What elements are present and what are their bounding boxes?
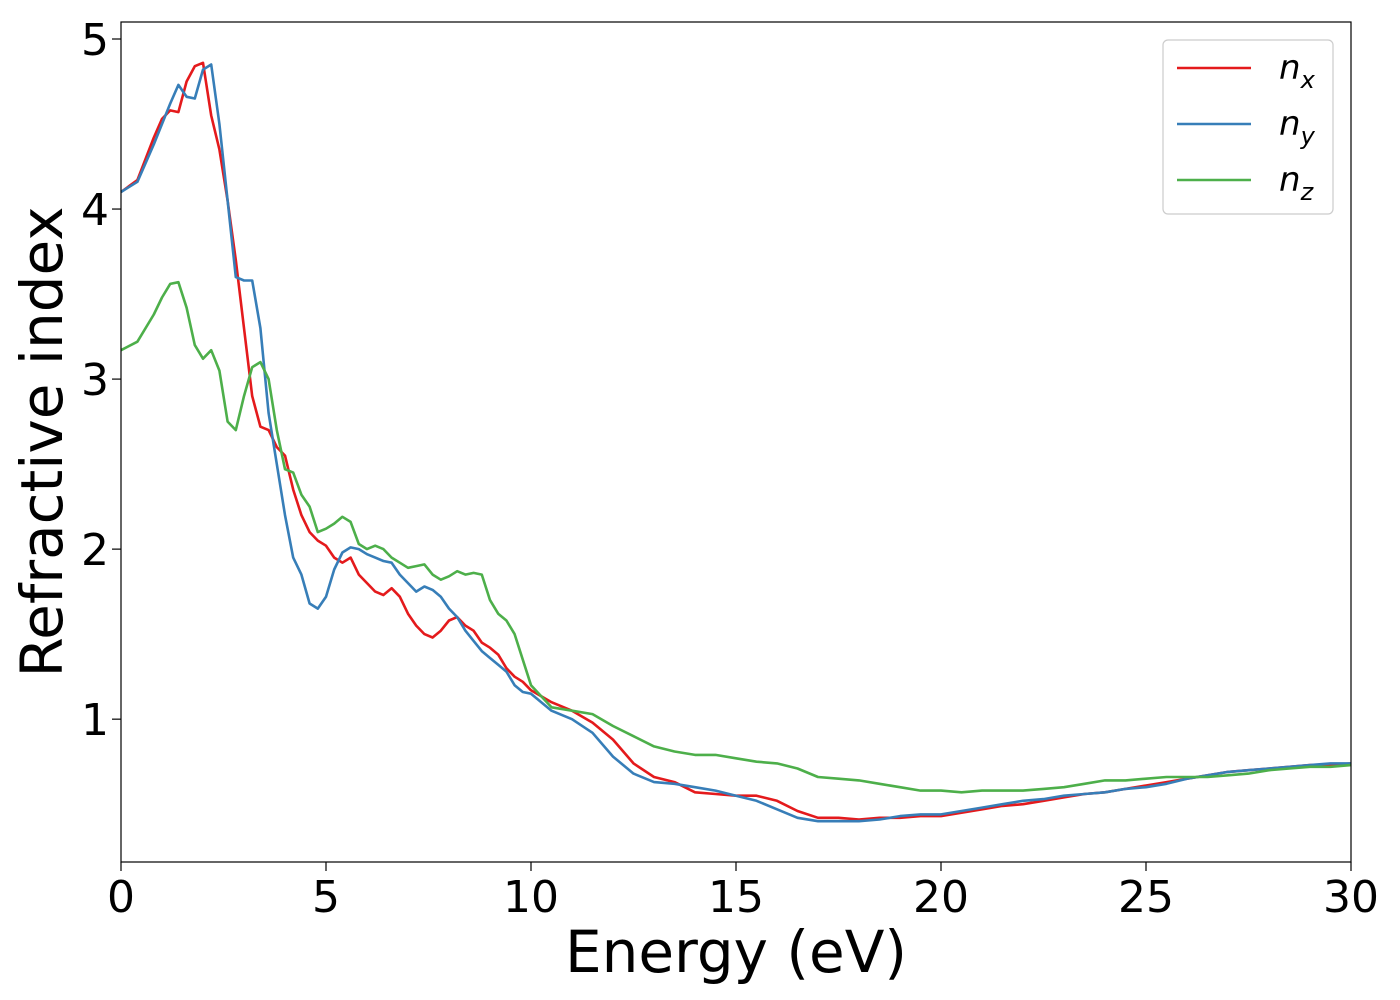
y-tick-label: 4 xyxy=(81,185,109,236)
x-tick-label: 10 xyxy=(503,872,559,923)
legend-label-main: n xyxy=(1279,160,1301,200)
legend-label-nx: nx xyxy=(1279,48,1316,94)
legend-label-nz: nz xyxy=(1279,160,1315,206)
x-axis-title: Energy (eV) xyxy=(565,918,907,986)
legend-label-ny: ny xyxy=(1279,104,1316,150)
x-tick-label: 5 xyxy=(312,872,340,923)
legend-label-subscript: y xyxy=(1300,122,1316,150)
series-line-nz xyxy=(120,280,1352,794)
series-line-nx xyxy=(120,61,1352,821)
series-line-ny xyxy=(120,63,1351,823)
x-tick-label: 20 xyxy=(913,872,969,923)
legend-box xyxy=(1162,39,1334,215)
y-tick-label: 2 xyxy=(81,525,109,576)
legend-label-main: n xyxy=(1279,48,1301,88)
x-tick-label: 0 xyxy=(107,872,135,923)
legend-label-subscript: z xyxy=(1300,178,1315,206)
x-tick-label: 30 xyxy=(1323,872,1379,923)
series-layer xyxy=(120,61,1352,823)
x-tick-label: 15 xyxy=(708,872,764,923)
ticks-layer: 0 5 10 15 20 25 30 1 2 3 4 5 xyxy=(81,15,1379,923)
y-tick-label: 1 xyxy=(81,695,109,746)
y-axis-title: Refractive index xyxy=(8,206,76,677)
y-tick-label: 3 xyxy=(81,355,109,406)
legend-label-subscript: x xyxy=(1300,66,1316,94)
legend-label-main: n xyxy=(1279,104,1301,144)
x-tick-label: 25 xyxy=(1118,872,1174,923)
y-tick-label: 5 xyxy=(81,15,109,66)
